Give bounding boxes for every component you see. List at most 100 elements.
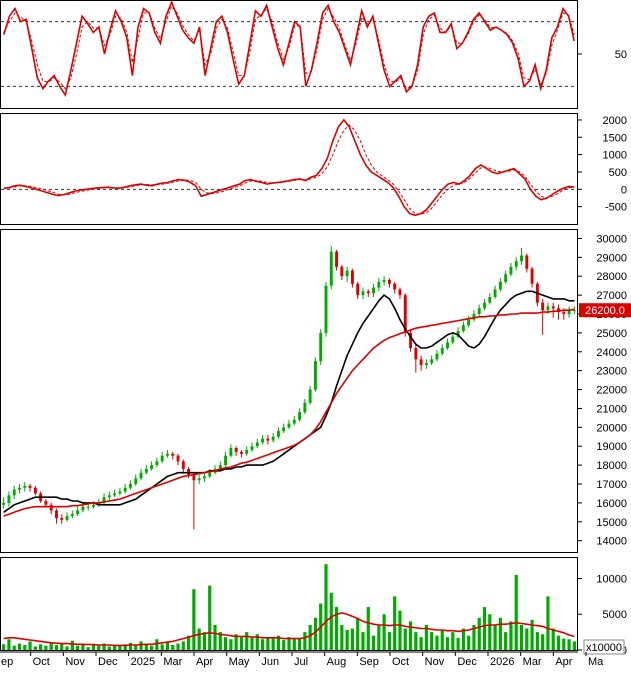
volume-bar: [535, 632, 539, 650]
volume-bar: [313, 617, 318, 650]
volume-bar: [134, 644, 138, 650]
volume-bar: [192, 589, 196, 650]
candle-body: [123, 487, 127, 492]
candle-body: [208, 472, 212, 477]
time-axis-tick-label: Jun: [261, 656, 279, 668]
moving-average-line: [3, 308, 575, 517]
candle-body: [18, 487, 21, 490]
volume-bar: [208, 585, 212, 650]
candle-body: [202, 476, 206, 479]
candle-body: [477, 308, 481, 314]
macd-plot: [1, 118, 578, 217]
candle-body: [245, 450, 249, 454]
candle-body: [86, 506, 90, 508]
volume-tick-label: 10000: [596, 573, 627, 585]
volume-bar: [12, 645, 16, 650]
volume-bar: [224, 637, 228, 650]
volume-bar: [398, 610, 402, 650]
volume-bar: [107, 646, 111, 650]
candle-body: [12, 489, 16, 496]
price-tick-label: 22000: [596, 385, 627, 397]
volume-bar: [181, 641, 185, 650]
volume-bar: [562, 638, 566, 650]
candle-body: [366, 291, 370, 294]
candle-body: [424, 363, 428, 365]
volume-bar: [419, 637, 423, 650]
volume-bar: [271, 638, 275, 650]
volume-bar: [160, 644, 164, 650]
last-price-badge: [579, 303, 631, 318]
volume-bar: [303, 632, 307, 650]
candle-body: [451, 336, 455, 343]
volume-bar: [467, 635, 471, 650]
candle-body: [33, 487, 37, 494]
candle-body: [498, 281, 502, 290]
candle-body: [192, 474, 196, 481]
volume-bar: [403, 628, 407, 650]
candle-body: [313, 361, 317, 390]
volume-bar: [430, 632, 434, 650]
volume-bar: [493, 624, 497, 650]
volume-bar: [324, 564, 328, 650]
price-tick-label: 27000: [596, 290, 627, 302]
candle-body: [530, 268, 534, 284]
oscillator-series-line: [3, 0, 575, 98]
candle-body: [118, 491, 122, 494]
price-tick-label: 18000: [596, 460, 627, 472]
volume-bar: [60, 643, 64, 650]
time-axis-tick-label: 2026: [490, 656, 514, 668]
candle-body: [340, 266, 344, 277]
candle-body: [446, 342, 449, 348]
volume-bar: [504, 632, 508, 650]
candle-body: [440, 348, 444, 354]
time-axis-tick-label: Sep: [359, 656, 379, 668]
time-axis-tick-label: 2025: [131, 656, 155, 668]
volume-bar: [276, 635, 281, 650]
time-axis-tick-label: Apr: [196, 656, 213, 668]
price-plot: [2, 246, 576, 530]
candle-body: [324, 285, 328, 333]
volume-average-line: [3, 611, 575, 647]
candle-body: [144, 468, 148, 473]
macd-tick-label: 1000: [603, 150, 627, 162]
volume-bar: [551, 628, 555, 650]
price-tick-label: 21000: [596, 403, 627, 415]
candle-body: [55, 510, 58, 518]
candle-body: [234, 448, 238, 452]
volume-bar: [229, 639, 233, 650]
candle-body: [504, 274, 508, 282]
volume-bar: [472, 624, 476, 650]
volume-bar: [76, 645, 80, 650]
time-axis-tick-label: May: [229, 656, 250, 668]
candle-body: [129, 484, 132, 488]
volume-bar: [445, 637, 450, 650]
time-axis-tick-label: Mar: [163, 656, 182, 668]
candle-body: [150, 465, 154, 469]
volume-bar: [308, 624, 312, 650]
candle-body: [97, 502, 101, 505]
candle-body: [372, 287, 376, 294]
candle-body: [335, 251, 339, 267]
volume-bar: [7, 639, 11, 650]
volume-bar: [414, 632, 418, 650]
volume-bar: [334, 607, 339, 650]
volume-bar: [530, 619, 534, 650]
volume-bar: [382, 614, 386, 650]
candle-body: [541, 302, 545, 311]
candle-body: [113, 493, 117, 496]
volume-bar: [176, 643, 180, 650]
volume-bar: [239, 637, 244, 650]
volume-bar: [482, 607, 487, 650]
candle-body: [266, 438, 270, 441]
volume-bar: [387, 632, 391, 650]
time-axis-tick-label: Jul: [294, 656, 308, 668]
price-tick-label: 25000: [596, 328, 627, 340]
volume-bar: [340, 624, 344, 650]
candle-body: [102, 497, 106, 503]
volume-plot: [2, 564, 576, 650]
volume-bar: [329, 592, 333, 650]
volume-bar: [345, 629, 349, 650]
volume-bar: [435, 635, 439, 650]
volume-bar: [97, 645, 101, 650]
candle-body: [472, 314, 476, 320]
